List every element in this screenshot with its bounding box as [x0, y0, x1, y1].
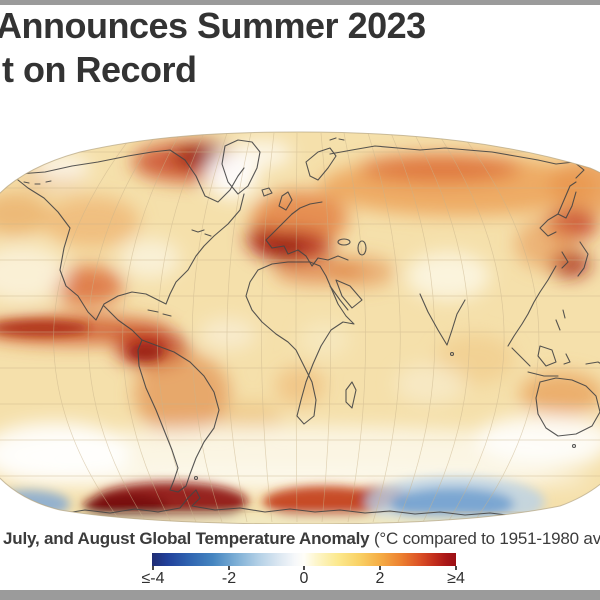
caption-regular-text: (°C compared to 1951-1980 av: [373, 529, 600, 548]
top-gray-bar: [0, 0, 600, 5]
headline-line-2: t on Record: [2, 49, 197, 90]
headline-line-1: Announces Summer 2023: [0, 5, 426, 46]
colorbar-tick-mark: [303, 566, 305, 570]
colorbar-label-neg2: -2: [221, 570, 237, 587]
caption-bold-text: July, and August Global Temperature Anom…: [3, 529, 374, 548]
colorbar-tick-mark: [455, 566, 457, 570]
temperature-anomaly-map-svg: [0, 131, 600, 525]
colorbar-label-pos2: 2: [375, 570, 385, 587]
colorbar-tick-mark: [228, 566, 230, 570]
map-caption: July, and August Global Temperature Anom…: [3, 529, 600, 549]
colorbar-label-max: ≥4: [447, 570, 465, 587]
colorbar-tick-mark: [152, 566, 154, 570]
map-anomaly-blobs: [0, 140, 600, 492]
colorbar-label-zero: 0: [299, 570, 309, 587]
colorbar-tick-mark: [379, 566, 381, 570]
bottom-gray-bar: [0, 590, 600, 600]
colorbar: [152, 553, 456, 566]
world-map-image: [0, 124, 600, 525]
colorbar-label-min: ≤-4: [141, 570, 165, 587]
